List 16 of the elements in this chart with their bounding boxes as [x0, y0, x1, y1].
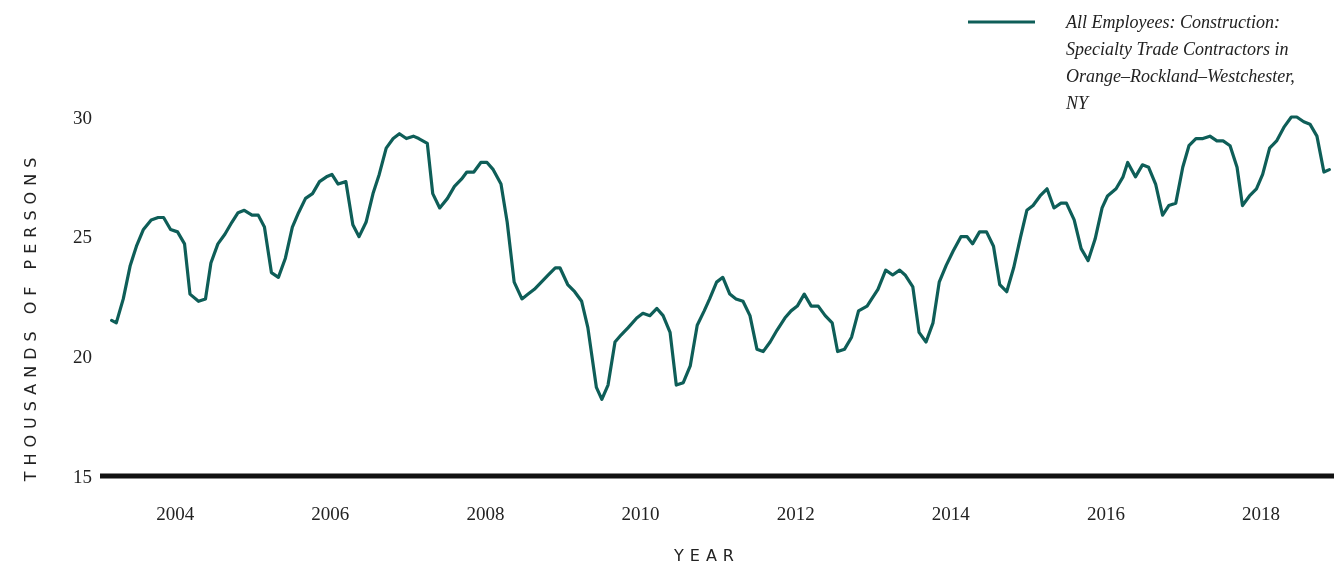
x-tick-label: 2010 — [621, 502, 660, 524]
y-tick-label: 20 — [73, 345, 92, 367]
y-tick-label: 15 — [73, 465, 92, 487]
x-tick-label: 2012 — [776, 502, 815, 524]
x-tick-label: 2006 — [311, 502, 350, 524]
x-tick-label: 2014 — [931, 502, 971, 524]
line-series — [110, 115, 1331, 402]
y-axis-title: THOUSANDS OF PERSONS — [20, 151, 40, 483]
x-tick-label: 2018 — [1242, 502, 1281, 524]
y-tick-label: 30 — [73, 106, 92, 128]
legend-label: All Employees: Construction: Specialty Trade Contractors in Orange–Rockland–Westchester, NY — [1065, 12, 1295, 113]
y-tick-label: 25 — [73, 226, 92, 248]
x-tick-label: 2008 — [466, 502, 505, 524]
x-tick-label: 2016 — [1086, 502, 1125, 524]
x-tick-label: 2004 — [156, 502, 195, 524]
x-axis-title: YEAR — [673, 545, 740, 565]
